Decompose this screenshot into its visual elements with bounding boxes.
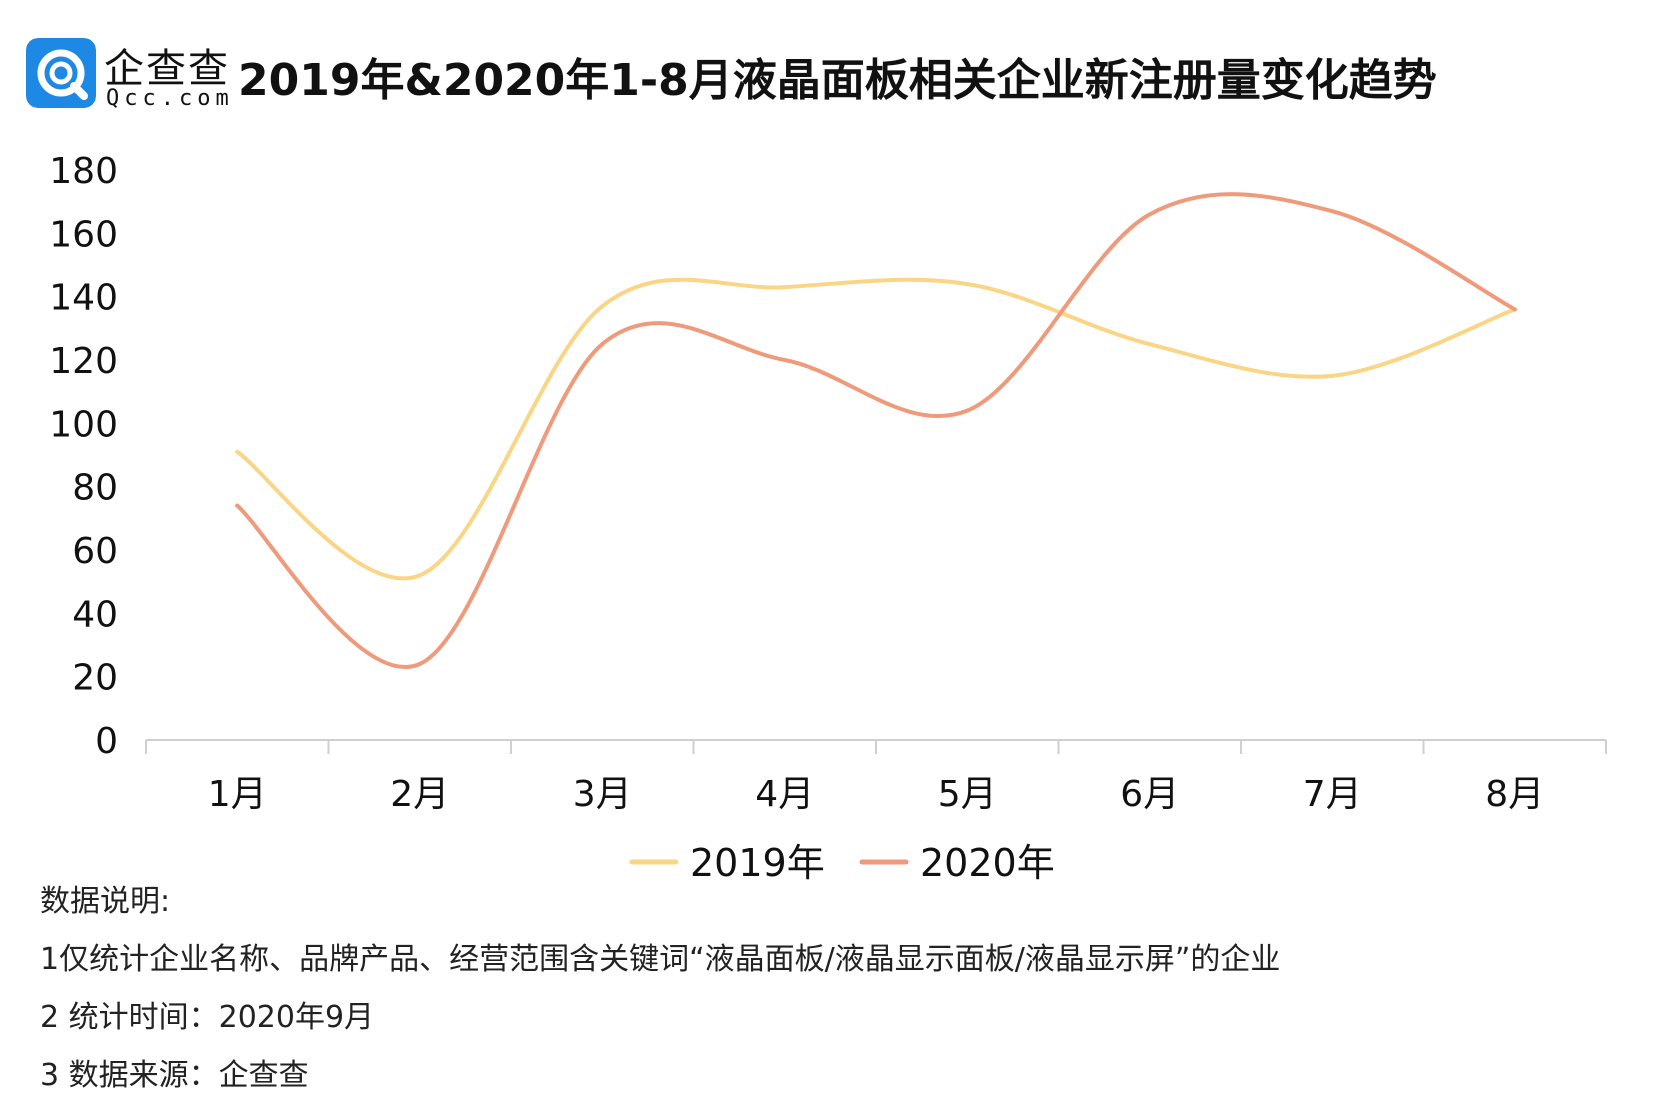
qcc-logo: 企查查 Qcc.com: [24, 34, 254, 114]
x-tick-label: 8月: [1485, 774, 1544, 815]
y-tick-label: 160: [49, 214, 118, 255]
y-tick-label: 60: [72, 531, 118, 572]
x-tick-label: 3月: [573, 774, 632, 815]
data-point: [1512, 307, 1517, 312]
chart-title: 2019年&2020年1-8月液晶面板相关企业新注册量变化趋势: [238, 55, 1437, 106]
y-axis: 0 20 40 60 80 100 120 140 160 180: [49, 151, 118, 762]
x-tick-label: 2月: [390, 774, 449, 815]
data-point: [417, 662, 422, 666]
data-point: [235, 503, 240, 508]
legend-label: 2019年: [690, 841, 825, 885]
data-point: [1330, 209, 1335, 214]
logo-text-en: Qcc.com: [106, 86, 234, 111]
data-point: [782, 285, 787, 290]
data-point: [782, 358, 787, 362]
y-tick-label: 140: [49, 278, 118, 319]
data-point: [235, 449, 240, 454]
legend: 2019年 2020年: [629, 841, 1055, 885]
logo-text-cn: 企查查: [104, 46, 230, 92]
header: 企查查 Qcc.com 2019年&2020年1-8月液晶面板相关企业新注册量变…: [24, 34, 1664, 114]
x-tick-label: 4月: [755, 774, 814, 815]
note-source: 3 数据来源：企查查: [40, 1058, 309, 1093]
x-tick-label: 5月: [938, 774, 997, 815]
series-layer: [235, 192, 1517, 669]
y-tick-label: 80: [72, 468, 118, 509]
data-point: [417, 573, 422, 578]
x-tick-label: 1月: [208, 774, 267, 815]
y-tick-label: 100: [49, 404, 118, 445]
note-scope: 1仅统计企业名称、品牌产品、经营范围含关键词“液晶面板/液晶显示面板/液晶显示屏…: [40, 942, 1281, 977]
x-tick-label: 6月: [1120, 774, 1179, 815]
data-point: [965, 282, 970, 286]
y-tick-label: 180: [49, 151, 118, 192]
x-axis: 1月 2月 3月 4月 5月 6月 7月 8月: [145, 739, 1607, 815]
qcc-logo-icon: [26, 38, 96, 108]
series-line-2019年: [235, 277, 1517, 581]
y-tick-label: 120: [49, 341, 118, 382]
y-tick-label: 0: [95, 721, 118, 762]
series-line-2020年: [235, 192, 1517, 669]
data-point: [600, 342, 605, 347]
data-point: [965, 408, 970, 413]
y-tick-label: 40: [72, 594, 118, 635]
legend-label: 2020年: [920, 841, 1055, 885]
data-point: [1147, 342, 1152, 347]
data-point: [600, 304, 605, 309]
note-time: 2 统计时间：2020年9月: [40, 1000, 375, 1035]
x-tick-label: 7月: [1303, 774, 1362, 815]
data-point: [1330, 373, 1335, 378]
data-point: [1147, 212, 1152, 217]
y-tick-label: 20: [72, 658, 118, 699]
notes-heading: 数据说明:: [40, 884, 171, 919]
